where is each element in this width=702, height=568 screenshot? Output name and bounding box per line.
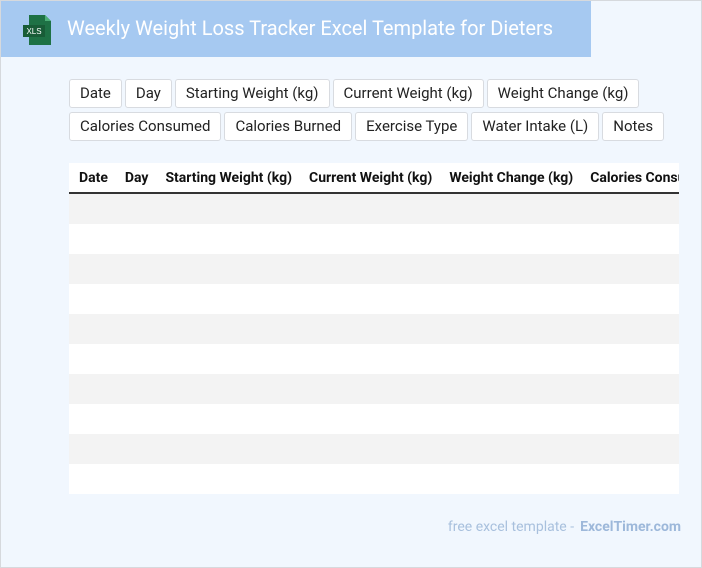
- tag-list: Date Day Starting Weight (kg) Current Weigh…: [69, 79, 689, 145]
- tag[interactable]: Starting Weight (kg): [174, 79, 330, 108]
- tag[interactable]: Current Weight (kg): [332, 79, 484, 108]
- table-row: [69, 374, 679, 404]
- table-row: [69, 194, 679, 224]
- table-row: [69, 314, 679, 344]
- column-header: Day: [124, 170, 149, 186]
- column-header: Calories Consumed: [590, 170, 679, 186]
- footer: free excel template - ExcelTimer.com: [448, 519, 681, 535]
- table: Date Day Starting Weight (kg) Current Weigh…: [69, 163, 679, 494]
- table-row: [69, 254, 679, 284]
- column-header: Starting Weight (kg): [165, 170, 293, 186]
- column-header: Current Weight (kg): [309, 170, 433, 186]
- page-title: Weekly Weight Loss Tracker Excel Templat…: [67, 16, 554, 40]
- footer-link[interactable]: ExcelTimer.com: [580, 519, 681, 535]
- table-row: [69, 284, 679, 314]
- tag-row: Date Day Starting Weight (kg) Current Weigh…: [69, 79, 689, 108]
- xls-icon: XLS: [23, 15, 51, 45]
- table-row: [69, 344, 679, 374]
- tag[interactable]: Weight Change (kg): [486, 79, 640, 108]
- tag[interactable]: Exercise Type: [355, 112, 469, 141]
- header-bar: XLS Weekly Weight Loss Tracker Excel Tem…: [1, 1, 591, 57]
- tag[interactable]: Water Intake (L): [471, 112, 600, 141]
- icon-label: XLS: [26, 27, 41, 36]
- table-row: [69, 224, 679, 254]
- footer-text: free excel template -: [447, 519, 575, 535]
- table-row: [69, 404, 679, 434]
- column-header: Date: [79, 170, 108, 186]
- table-body: [69, 194, 679, 494]
- column-header: Weight Change (kg): [449, 170, 574, 186]
- table-row: [69, 464, 679, 494]
- tag-row: Calories Consumed Calories Burned Exercise…: [69, 112, 689, 141]
- tag[interactable]: Calories Consumed: [69, 112, 222, 141]
- table-row: [69, 434, 679, 464]
- tag[interactable]: Calories Burned: [224, 112, 353, 141]
- table-header: Date Day Starting Weight (kg) Current Weigh…: [69, 163, 679, 194]
- tag[interactable]: Day: [124, 79, 172, 108]
- tag[interactable]: Notes: [602, 112, 665, 141]
- tag[interactable]: Date: [69, 79, 122, 108]
